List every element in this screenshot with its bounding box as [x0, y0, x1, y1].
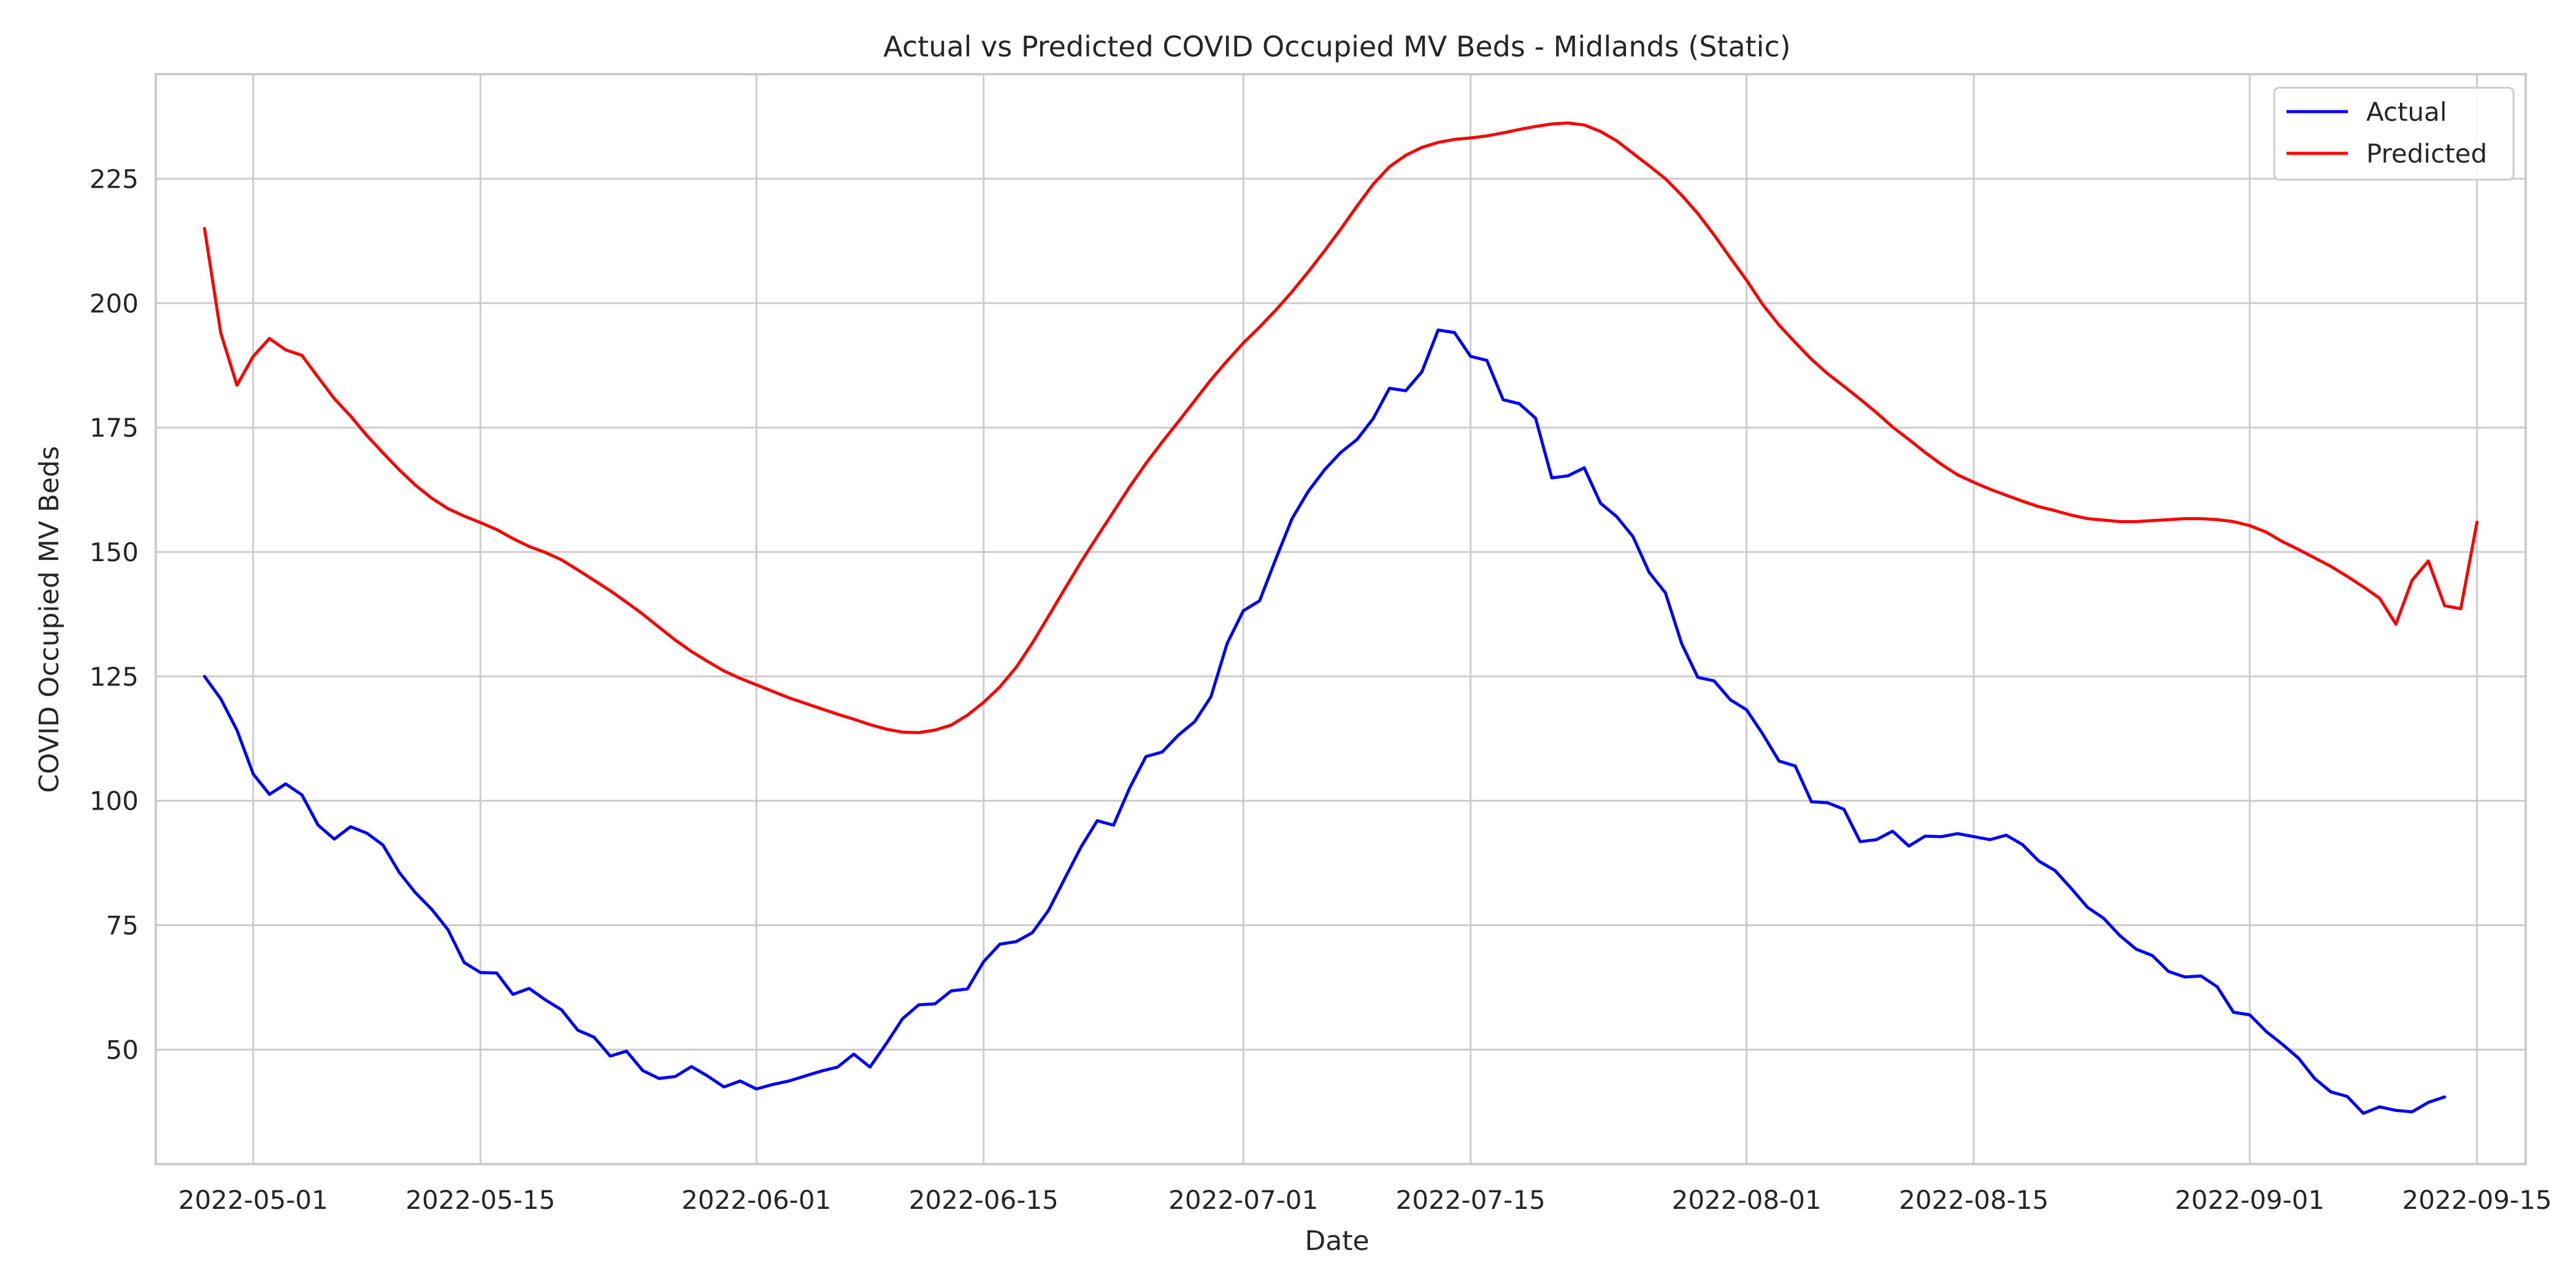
x-tick-label: 2022-06-01	[681, 1185, 831, 1215]
y-tick-label: 75	[106, 911, 139, 941]
x-tick-label: 2022-07-01	[1168, 1185, 1318, 1215]
legend-label-actual: Actual	[2366, 97, 2447, 127]
legend-label-predicted: Predicted	[2366, 139, 2487, 169]
x-tick-label: 2022-06-15	[909, 1185, 1059, 1215]
series-layer	[202, 121, 2479, 1115]
y-axis-ticks: 50 75 100 125 150 175 200 225	[90, 164, 139, 1065]
x-tick-label: 2022-05-01	[178, 1185, 328, 1215]
y-tick-label: 100	[90, 786, 139, 816]
x-axis-ticks: 2022-05-01 2022-05-15 2022-06-01 2022-06-15…	[178, 1185, 2552, 1215]
y-tick-label: 125	[90, 662, 139, 692]
x-tick-label: 2022-08-15	[1899, 1185, 2049, 1215]
x-tick-label: 2022-09-15	[2402, 1185, 2552, 1215]
y-tick-label: 175	[90, 413, 139, 443]
legend: Actual Predicted	[2273, 86, 2515, 181]
y-tick-label: 150	[90, 537, 139, 567]
x-tick-label: 2022-05-15	[405, 1185, 555, 1215]
x-tick-label: 2022-09-01	[2175, 1185, 2325, 1215]
chart-title: Actual vs Predicted COVID Occupied MV Be…	[883, 30, 1790, 63]
series-line-actual	[202, 328, 2447, 1115]
y-tick-label: 225	[90, 164, 139, 194]
y-tick-label: 50	[106, 1035, 139, 1065]
series-line-predicted	[202, 121, 2479, 734]
grid	[156, 74, 2526, 1164]
y-tick-label: 200	[90, 288, 139, 318]
x-tick-label: 2022-07-15	[1396, 1185, 1546, 1215]
y-axis-label: COVID Occupied MV Beds	[34, 446, 65, 793]
plot-frame	[155, 73, 2527, 1165]
x-tick-label: 2022-08-01	[1672, 1185, 1822, 1215]
x-axis-label: Date	[1305, 1225, 1369, 1257]
